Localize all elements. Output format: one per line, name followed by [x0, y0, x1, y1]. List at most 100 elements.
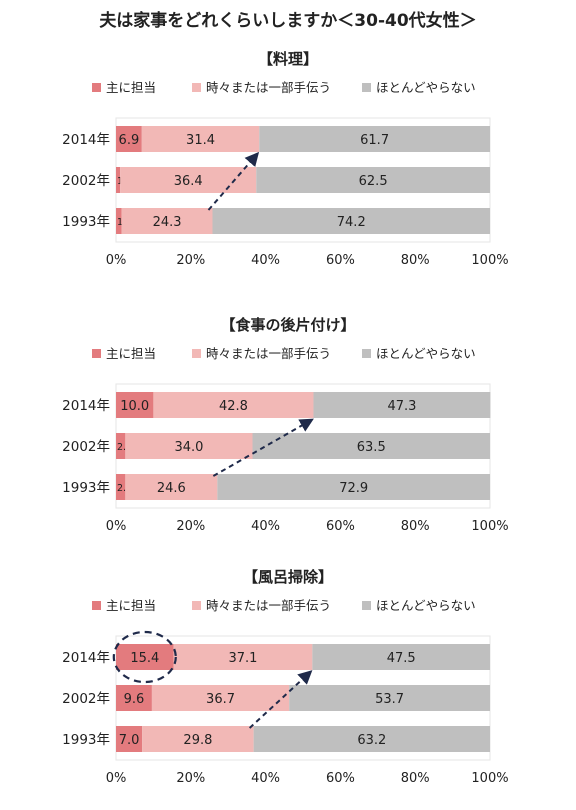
data-label-main-1993: 7.0 — [119, 733, 140, 748]
x-tick-label-1: 20% — [176, 519, 205, 534]
x-tick-label-1: 20% — [176, 771, 205, 786]
x-tick-label-0: 0% — [106, 253, 127, 268]
legend-label-partial: 時々または一部手伝う — [206, 80, 331, 95]
data-label-rarely-1993: 74.2 — [337, 215, 366, 230]
x-tick-label-5: 100% — [471, 253, 508, 268]
bar-rarely-2002 — [256, 167, 490, 193]
legend-label-main: 主に担当 — [106, 598, 156, 613]
legend-label-partial: 時々または一部手伝う — [206, 598, 331, 613]
legend-swatch-rarely — [362, 601, 371, 610]
data-label-main-2002: 2.5 — [117, 442, 132, 453]
data-label-main-2002: 9.6 — [124, 692, 145, 707]
data-label-rarely-1993: 63.2 — [357, 733, 386, 748]
legend-swatch-partial — [192, 83, 201, 92]
bar-partial-2014 — [141, 126, 260, 152]
category-label-2014: 2014年 — [62, 650, 110, 666]
x-tick-label-3: 60% — [326, 519, 355, 534]
bar-rarely-2014 — [259, 126, 490, 152]
data-label-rarely-2014: 47.5 — [387, 651, 416, 666]
bar-rarely-1993 — [212, 208, 490, 234]
legend-swatch-rarely — [362, 83, 371, 92]
data-label-rarely-2014: 61.7 — [360, 133, 389, 148]
trend-arrow — [207, 151, 260, 211]
legend-swatch-main — [92, 83, 101, 92]
bar-partial-2002 — [151, 685, 290, 711]
x-tick-label-2: 40% — [251, 519, 280, 534]
data-label-partial-2002: 36.4 — [174, 174, 203, 189]
x-tick-label-0: 0% — [106, 771, 127, 786]
bar-rarely-2002 — [252, 433, 490, 459]
x-tick-label-4: 80% — [401, 519, 430, 534]
data-label-main-2014: 6.9 — [119, 133, 140, 148]
x-tick-label-5: 100% — [471, 771, 508, 786]
data-label-rarely-1993: 72.9 — [339, 481, 368, 496]
legend-label-rarely: ほとんどやらない — [376, 80, 476, 95]
category-label-1993: 1993年 — [62, 214, 110, 230]
chart-dishwashing: 【食事の後片付け】主に担当 時々または一部手伝う ほとんどやらない 2014年 10.0… — [62, 316, 508, 534]
category-label-1993: 1993年 — [62, 732, 110, 748]
category-label-2014: 2014年 — [62, 398, 110, 414]
bar-main-2002 — [116, 167, 121, 193]
chart-title: 【風呂掃除】 — [243, 568, 333, 586]
legend-swatch-partial — [192, 601, 201, 610]
x-tick-label-0: 0% — [106, 519, 127, 534]
x-tick-label-3: 60% — [326, 771, 355, 786]
bar-rarely-1993 — [217, 474, 490, 500]
category-label-1993: 1993年 — [62, 480, 110, 496]
bar-partial-1993 — [125, 474, 218, 500]
legend-label-main: 主に担当 — [106, 346, 156, 361]
data-label-main-1993: 2.5 — [117, 483, 132, 494]
data-label-partial-1993: 29.8 — [183, 733, 212, 748]
x-tick-label-5: 100% — [471, 519, 508, 534]
bar-main-2014 — [116, 392, 154, 418]
legend-label-main: 主に担当 — [106, 80, 156, 95]
data-label-rarely-2002: 53.7 — [375, 692, 404, 707]
legend-swatch-partial — [192, 349, 201, 358]
chart-title: 【料理】 — [258, 50, 318, 68]
bar-rarely-2014 — [313, 392, 491, 418]
x-tick-label-4: 80% — [401, 253, 430, 268]
bar-rarely-2014 — [312, 644, 490, 670]
data-label-partial-2014: 37.1 — [228, 651, 257, 666]
x-tick-label-4: 80% — [401, 771, 430, 786]
bar-main-2002 — [116, 685, 152, 711]
highlight-circle — [112, 630, 177, 684]
data-label-main-2014: 15.4 — [130, 651, 159, 666]
category-label-2002: 2002年 — [62, 439, 110, 455]
bar-partial-2002 — [125, 433, 253, 459]
legend-swatch-main — [92, 349, 101, 358]
trend-arrow — [248, 670, 313, 729]
bar-partial-1993 — [121, 208, 213, 234]
x-tick-label-2: 40% — [251, 253, 280, 268]
chart-bath-cleaning: 【風呂掃除】主に担当 時々または一部手伝う ほとんどやらない 2014年 15.4 37.… — [62, 568, 508, 786]
legend-label-rarely: ほとんどやらない — [376, 346, 476, 361]
data-label-partial-2002: 36.7 — [206, 692, 235, 707]
legend-swatch-rarely — [362, 349, 371, 358]
data-label-partial-2002: 34.0 — [174, 440, 203, 455]
bar-partial-2014 — [173, 644, 313, 670]
data-label-main-2014: 10.0 — [120, 399, 149, 414]
bar-main-1993 — [116, 474, 126, 500]
data-label-partial-2014: 42.8 — [219, 399, 248, 414]
chart-cooking: 【料理】主に担当 時々または一部手伝う ほとんどやらない 2014年 6.9 31.4 61… — [62, 50, 508, 268]
category-label-2002: 2002年 — [62, 691, 110, 707]
page-title: 夫は家事をどれくらいしますか＜30-40代女性＞ — [99, 11, 477, 31]
data-label-rarely-2002: 62.5 — [359, 174, 388, 189]
x-tick-label-1: 20% — [176, 253, 205, 268]
category-label-2014: 2014年 — [62, 132, 110, 148]
bar-main-2014 — [116, 644, 174, 670]
data-label-rarely-2014: 47.3 — [387, 399, 416, 414]
bar-rarely-1993 — [253, 726, 490, 752]
bar-main-1993 — [116, 208, 122, 234]
data-label-partial-1993: 24.3 — [153, 215, 182, 230]
data-label-partial-1993: 24.6 — [157, 481, 186, 496]
category-label-2002: 2002年 — [62, 173, 110, 189]
bar-main-1993 — [116, 726, 143, 752]
x-tick-label-2: 40% — [251, 771, 280, 786]
bar-main-2014 — [116, 126, 142, 152]
bar-main-2002 — [116, 433, 126, 459]
chart-title: 【食事の後片付け】 — [220, 316, 355, 334]
data-label-partial-2014: 31.4 — [186, 133, 215, 148]
bar-rarely-2002 — [289, 685, 490, 711]
legend-swatch-main — [92, 601, 101, 610]
